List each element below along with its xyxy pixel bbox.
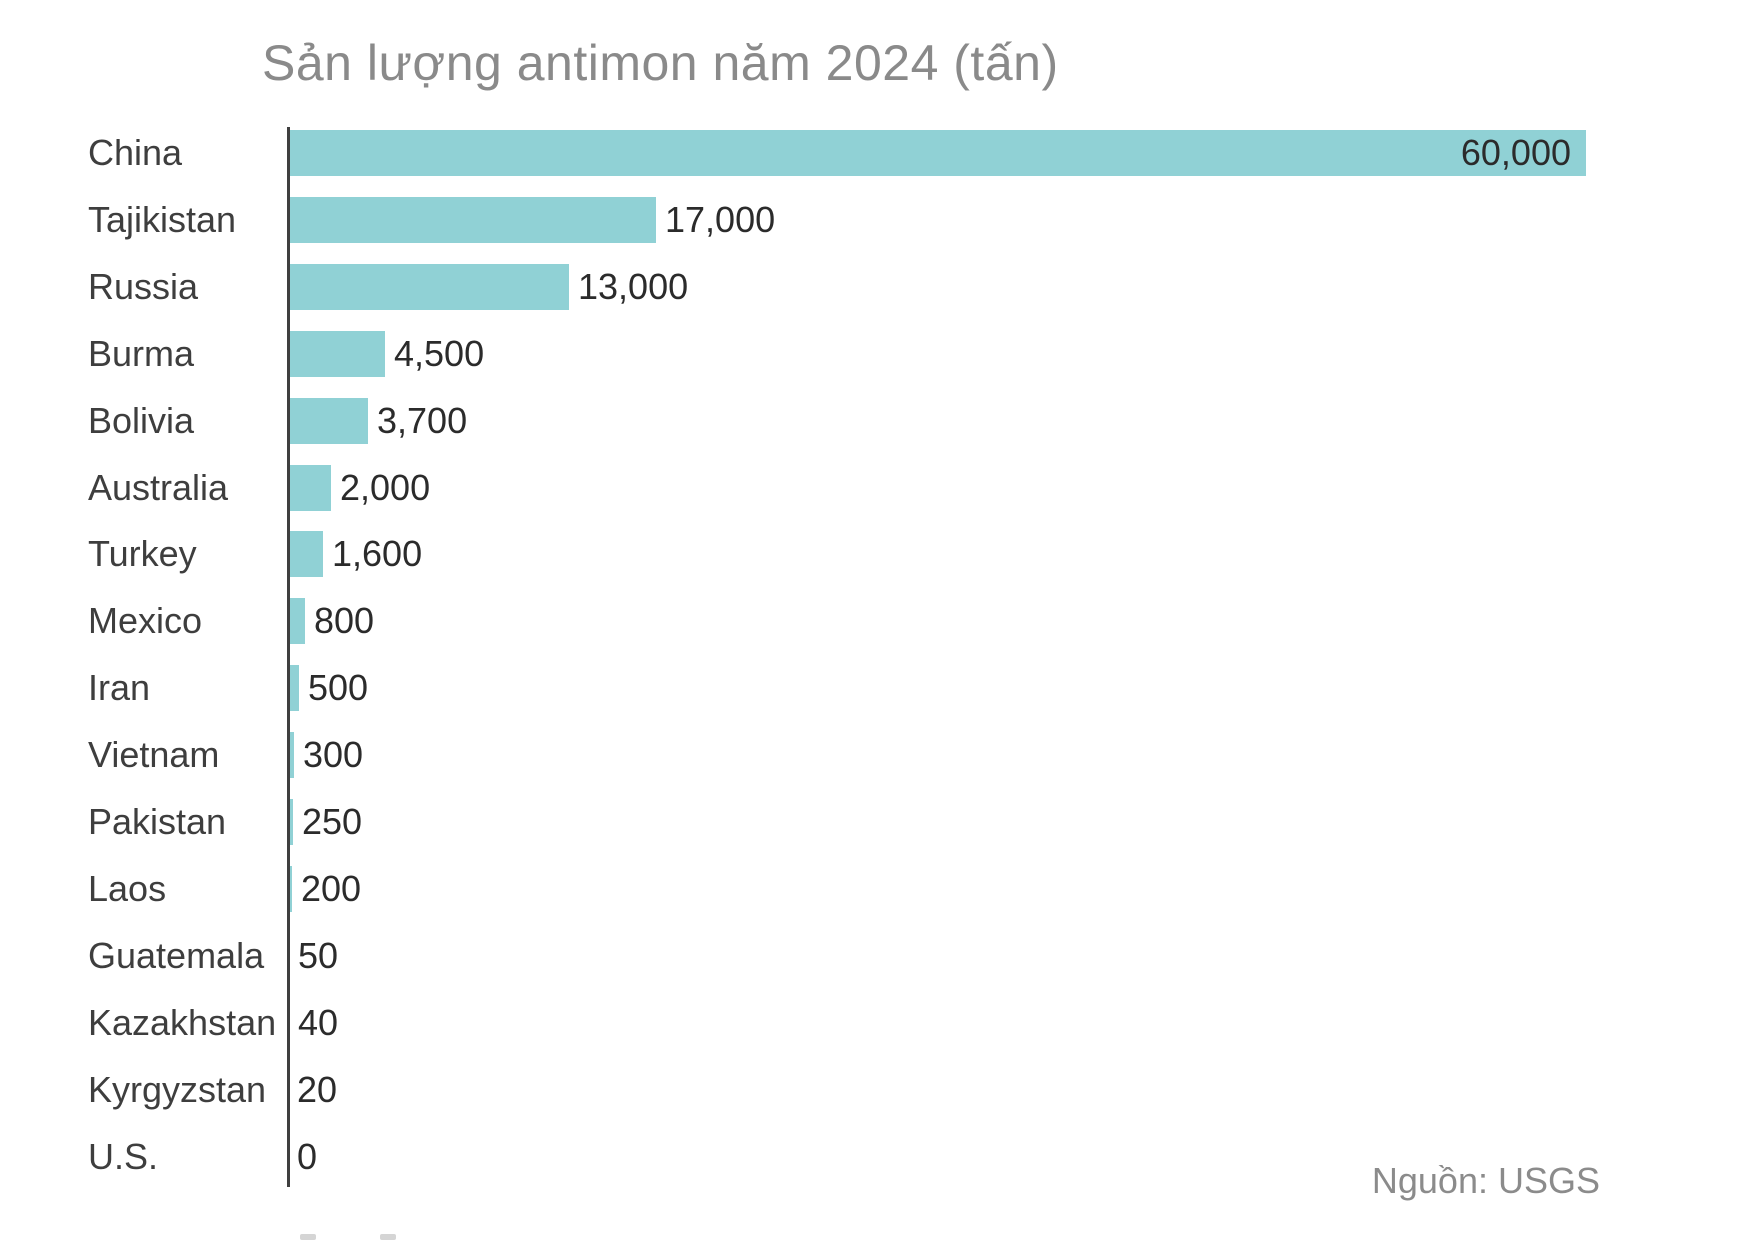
country-label: Russia	[88, 266, 199, 307]
bar-row-u-s-: U.S. 0	[0, 1134, 1748, 1180]
country-label: Tajikistan	[88, 199, 237, 240]
y-axis-line	[287, 127, 290, 1187]
bar-row-iran: Iran 500	[0, 665, 1748, 711]
value-label: 1,600	[332, 533, 423, 574]
value-label: 300	[303, 734, 364, 775]
bar-row-tajikistan: Tajikistan 17,000	[0, 197, 1748, 243]
bar	[288, 197, 656, 243]
bar-row-russia: Russia 13,000	[0, 264, 1748, 310]
country-label: U.S.	[88, 1136, 159, 1177]
bar-row-china: China 60,000	[0, 130, 1748, 176]
bar-row-pakistan: Pakistan 250	[0, 799, 1748, 845]
bar-row-kyrgyzstan: Kyrgyzstan 20	[0, 1067, 1748, 1113]
country-label: China	[88, 132, 183, 173]
bar-row-vietnam: Vietnam 300	[0, 732, 1748, 778]
bar	[288, 799, 293, 845]
value-label: 500	[308, 667, 369, 708]
bar	[288, 465, 331, 511]
bar	[288, 866, 292, 912]
country-label: Laos	[88, 868, 167, 909]
value-label: 200	[301, 868, 362, 909]
bar-row-kazakhstan: Kazakhstan 40	[0, 1000, 1748, 1046]
bar-row-mexico: Mexico 800	[0, 598, 1748, 644]
country-label: Mexico	[88, 600, 203, 641]
value-label: 3,700	[377, 400, 468, 441]
value-label: 50	[298, 935, 339, 976]
bar-row-guatemala: Guatemala 50	[0, 933, 1748, 979]
bar-row-turkey: Turkey 1,600	[0, 531, 1748, 577]
bar	[288, 732, 294, 778]
clipped-tick-fragment	[300, 1234, 316, 1240]
country-label: Pakistan	[88, 801, 227, 842]
country-label: Iran	[88, 667, 151, 708]
value-label: 60,000	[1460, 132, 1571, 173]
chart-title: Sản lượng antimon năm 2024 (tấn)	[262, 35, 1059, 91]
country-label: Australia	[88, 467, 229, 508]
bar-row-bolivia: Bolivia 3,700	[0, 398, 1748, 444]
bar-row-australia: Australia 2,000	[0, 465, 1748, 511]
country-label: Turkey	[88, 533, 197, 574]
bar	[288, 264, 569, 310]
value-label: 13,000	[578, 266, 689, 307]
value-label: 2,000	[340, 467, 431, 508]
country-label: Kyrgyzstan	[88, 1069, 267, 1110]
country-label: Burma	[88, 333, 195, 374]
source-credit: Nguồn: USGS	[1371, 1160, 1600, 1201]
value-label: 800	[314, 600, 375, 641]
bar	[288, 531, 323, 577]
value-label: 4,500	[394, 333, 485, 374]
bar	[288, 331, 385, 377]
value-label: 17,000	[665, 199, 776, 240]
bar	[288, 130, 1586, 176]
bar	[288, 598, 305, 644]
bar-row-burma: Burma 4,500	[0, 331, 1748, 377]
value-label: 250	[302, 801, 363, 842]
value-label: 0	[297, 1136, 318, 1177]
country-label: Kazakhstan	[88, 1002, 277, 1043]
bar-row-laos: Laos 200	[0, 866, 1748, 912]
country-label: Vietnam	[88, 734, 220, 775]
country-label: Bolivia	[88, 400, 195, 441]
bar	[288, 398, 368, 444]
value-label: 40	[298, 1002, 339, 1043]
value-label: 20	[297, 1069, 338, 1110]
country-label: Guatemala	[88, 935, 265, 976]
bar	[288, 665, 299, 711]
clipped-tick-fragment	[380, 1234, 396, 1240]
